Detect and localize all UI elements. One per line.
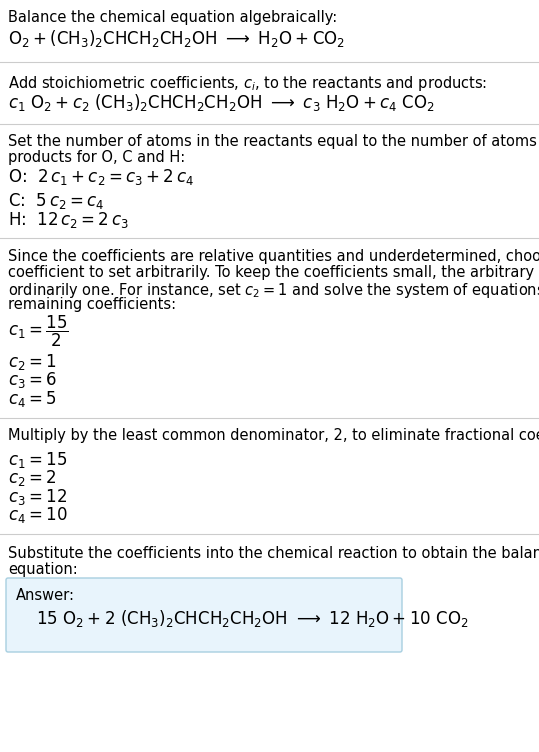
Text: $c_1 = 15$: $c_1 = 15$ [8, 450, 67, 470]
Text: remaining coefficients:: remaining coefficients: [8, 297, 176, 312]
Text: O:  $2\,c_1 + c_2 = c_3 + 2\,c_4$: O: $2\,c_1 + c_2 = c_3 + 2\,c_4$ [8, 167, 194, 187]
Text: $c_4 = 5$: $c_4 = 5$ [8, 389, 57, 409]
Text: Set the number of atoms in the reactants equal to the number of atoms in the: Set the number of atoms in the reactants… [8, 134, 539, 149]
Text: Substitute the coefficients into the chemical reaction to obtain the balanced: Substitute the coefficients into the che… [8, 546, 539, 561]
FancyBboxPatch shape [6, 578, 402, 652]
Text: C:  $5\,c_2 = c_4$: C: $5\,c_2 = c_4$ [8, 191, 105, 211]
Text: products for O, C and H:: products for O, C and H: [8, 150, 185, 165]
Text: $c_3 = 6$: $c_3 = 6$ [8, 370, 57, 390]
Text: equation:: equation: [8, 562, 78, 577]
Text: Multiply by the least common denominator, 2, to eliminate fractional coefficient: Multiply by the least common denominator… [8, 428, 539, 443]
Text: Answer:: Answer: [16, 588, 75, 603]
Text: $c_4 = 10$: $c_4 = 10$ [8, 505, 67, 525]
Text: $\mathrm{15\ O_2 + 2\ (CH_3)_2CHCH_2CH_2OH\ \longrightarrow\ 12\ H_2O + 10\ CO_2: $\mathrm{15\ O_2 + 2\ (CH_3)_2CHCH_2CH_2… [36, 608, 469, 629]
Text: $c_3 = 12$: $c_3 = 12$ [8, 487, 67, 507]
Text: coefficient to set arbitrarily. To keep the coefficients small, the arbitrary va: coefficient to set arbitrarily. To keep … [8, 265, 539, 280]
Text: Add stoichiometric coefficients, $c_i$, to the reactants and products:: Add stoichiometric coefficients, $c_i$, … [8, 74, 487, 93]
Text: Since the coefficients are relative quantities and underdetermined, choose a: Since the coefficients are relative quan… [8, 249, 539, 264]
Text: $c_2 = 1$: $c_2 = 1$ [8, 352, 57, 372]
Text: $\mathrm{O_2 + (CH_3)_2CHCH_2CH_2OH\ \longrightarrow\ H_2O + CO_2}$: $\mathrm{O_2 + (CH_3)_2CHCH_2CH_2OH\ \lo… [8, 28, 345, 49]
Text: H:  $12\,c_2 = 2\,c_3$: H: $12\,c_2 = 2\,c_3$ [8, 210, 129, 230]
Text: Balance the chemical equation algebraically:: Balance the chemical equation algebraica… [8, 10, 337, 25]
Text: $c_1\ \mathrm{O_2} + c_2\ \mathrm{(CH_3)_2CHCH_2CH_2OH\ \longrightarrow\ }c_3\ \: $c_1\ \mathrm{O_2} + c_2\ \mathrm{(CH_3)… [8, 92, 435, 113]
Text: $c_2 = 2$: $c_2 = 2$ [8, 468, 57, 488]
Text: ordinarily one. For instance, set $c_2 = 1$ and solve the system of equations fo: ordinarily one. For instance, set $c_2 =… [8, 281, 539, 300]
Text: $c_1 = \dfrac{15}{2}$: $c_1 = \dfrac{15}{2}$ [8, 314, 68, 349]
